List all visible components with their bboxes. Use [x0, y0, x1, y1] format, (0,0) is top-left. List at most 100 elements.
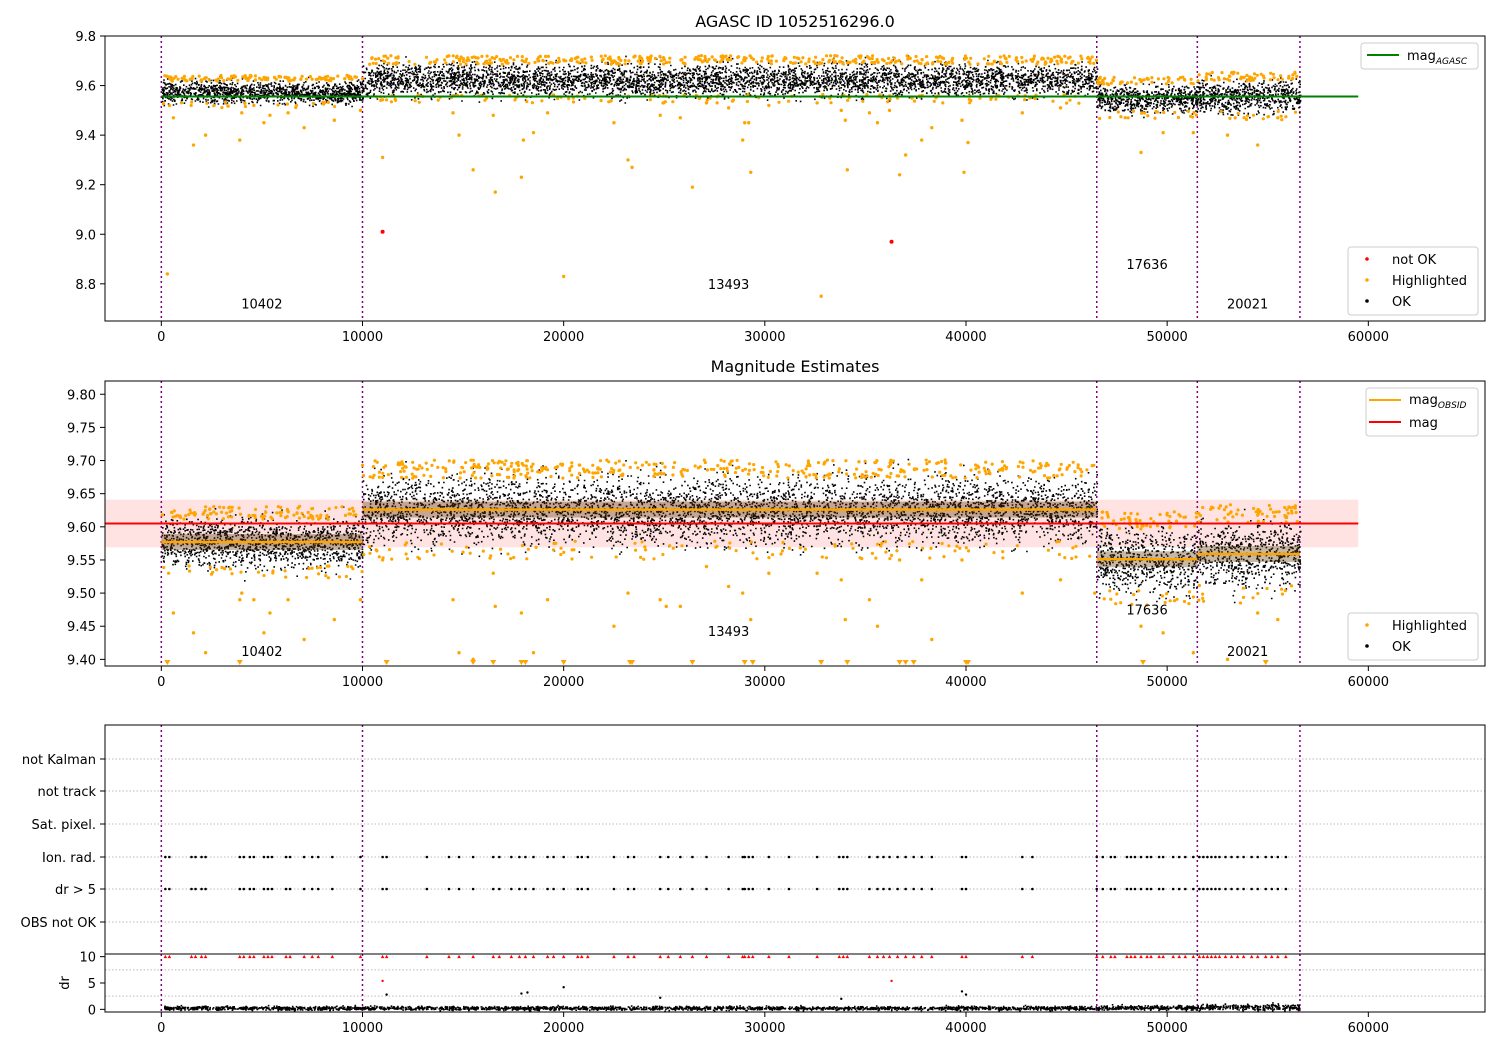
highlighted-point	[238, 512, 243, 516]
highlighted-point	[888, 97, 892, 101]
dr-clipped-marker	[1100, 954, 1105, 959]
highlighted-point	[174, 75, 178, 79]
flag-point	[1230, 887, 1233, 891]
highlighted-point	[814, 55, 818, 59]
highlighted-point	[266, 76, 270, 80]
highlighted-point	[807, 60, 811, 64]
highlighted-point	[289, 78, 293, 82]
highlighted-point	[573, 539, 577, 543]
flag-point	[841, 855, 845, 859]
highlighted-point	[709, 467, 713, 471]
highlighted-point	[662, 62, 666, 66]
highlighted-point	[1186, 109, 1191, 113]
highlighted-point	[179, 101, 183, 105]
flag-point	[896, 855, 899, 859]
highlighted-point	[559, 552, 563, 557]
highlighted-point	[658, 598, 662, 602]
highlighted-point	[800, 469, 804, 473]
highlighted-point	[413, 62, 417, 66]
highlighted-point	[1090, 55, 1094, 59]
x-tick-label: 30000	[744, 330, 785, 345]
highlighted-point	[924, 458, 928, 462]
highlighted-point	[1140, 524, 1144, 528]
highlighted-point	[843, 118, 847, 122]
flag-point	[359, 887, 362, 891]
highlighted-point	[470, 473, 474, 478]
highlighted-point	[814, 61, 818, 66]
highlighted-point	[299, 77, 303, 81]
flag-point	[868, 887, 871, 891]
flag-point	[1256, 855, 1259, 859]
highlighted-point	[251, 513, 255, 517]
highlighted-point	[1273, 514, 1277, 519]
highlighted-point	[517, 468, 521, 472]
highlighted-point	[515, 461, 519, 465]
dr-clipped-marker	[330, 954, 335, 959]
highlighted-point	[713, 539, 717, 543]
highlighted-point	[938, 470, 942, 474]
highlighted-point	[391, 62, 395, 66]
highlighted-point	[226, 77, 230, 81]
highlighted-point	[814, 476, 818, 480]
highlighted-point	[556, 96, 560, 101]
highlighted-point	[787, 464, 791, 468]
highlighted-point	[871, 471, 875, 475]
highlighted-point	[519, 611, 524, 615]
highlighted-point	[1295, 520, 1299, 524]
highlighted-point	[833, 54, 837, 58]
highlighted-point	[490, 56, 494, 60]
flag-point	[1230, 855, 1233, 859]
highlighted-point	[803, 547, 808, 551]
highlighted-point	[327, 507, 331, 511]
highlighted-point	[352, 509, 356, 513]
highlighted-point	[203, 508, 207, 513]
highlighted-point	[568, 466, 572, 470]
highlighted-point	[951, 61, 955, 65]
flag-point	[747, 855, 751, 859]
dr-clipped-marker	[1235, 954, 1240, 959]
flag-point	[846, 887, 849, 891]
highlighted-point	[411, 460, 415, 464]
highlighted-point	[622, 463, 626, 467]
highlighted-point	[297, 516, 302, 520]
highlighted-point	[499, 466, 503, 470]
highlighted-point	[1276, 116, 1280, 120]
highlighted-point	[1028, 468, 1033, 472]
highlighted-point	[571, 100, 576, 104]
highlighted-point	[1236, 508, 1240, 512]
highlighted-point	[323, 75, 328, 79]
clipped-point-marker	[1140, 660, 1147, 665]
x-tick-label: 60000	[1348, 330, 1389, 345]
flag-row-label: OBS not OK	[21, 916, 97, 931]
highlighted-point	[524, 475, 529, 479]
dr-clipped-marker	[1171, 954, 1175, 959]
flag-point	[381, 887, 384, 891]
highlighted-point	[444, 61, 448, 65]
highlighted-point	[734, 466, 738, 470]
highlighted-point	[1135, 525, 1139, 529]
highlighted-point	[639, 56, 644, 60]
highlighted-point	[480, 54, 484, 59]
highlighted-point	[1251, 596, 1255, 600]
highlighted-point	[425, 549, 429, 554]
highlighted-point	[728, 541, 732, 545]
highlighted-point	[407, 59, 411, 64]
flag-point	[1145, 855, 1149, 859]
highlighted-point	[230, 572, 234, 576]
highlighted-point	[661, 552, 665, 557]
highlighted-point	[827, 476, 831, 480]
not-ok-legend-label: not OK	[1392, 253, 1437, 268]
highlighted-point	[272, 75, 277, 79]
highlighted-point	[277, 74, 281, 78]
highlighted-point	[555, 465, 559, 470]
flag-point	[920, 855, 924, 859]
highlighted-point	[242, 75, 246, 79]
flag-point	[562, 887, 565, 891]
highlighted-point	[371, 465, 375, 469]
highlighted-point	[1145, 523, 1149, 528]
highlighted-point	[1235, 512, 1239, 516]
highlighted-point	[940, 459, 944, 464]
highlighted-point	[549, 475, 553, 479]
